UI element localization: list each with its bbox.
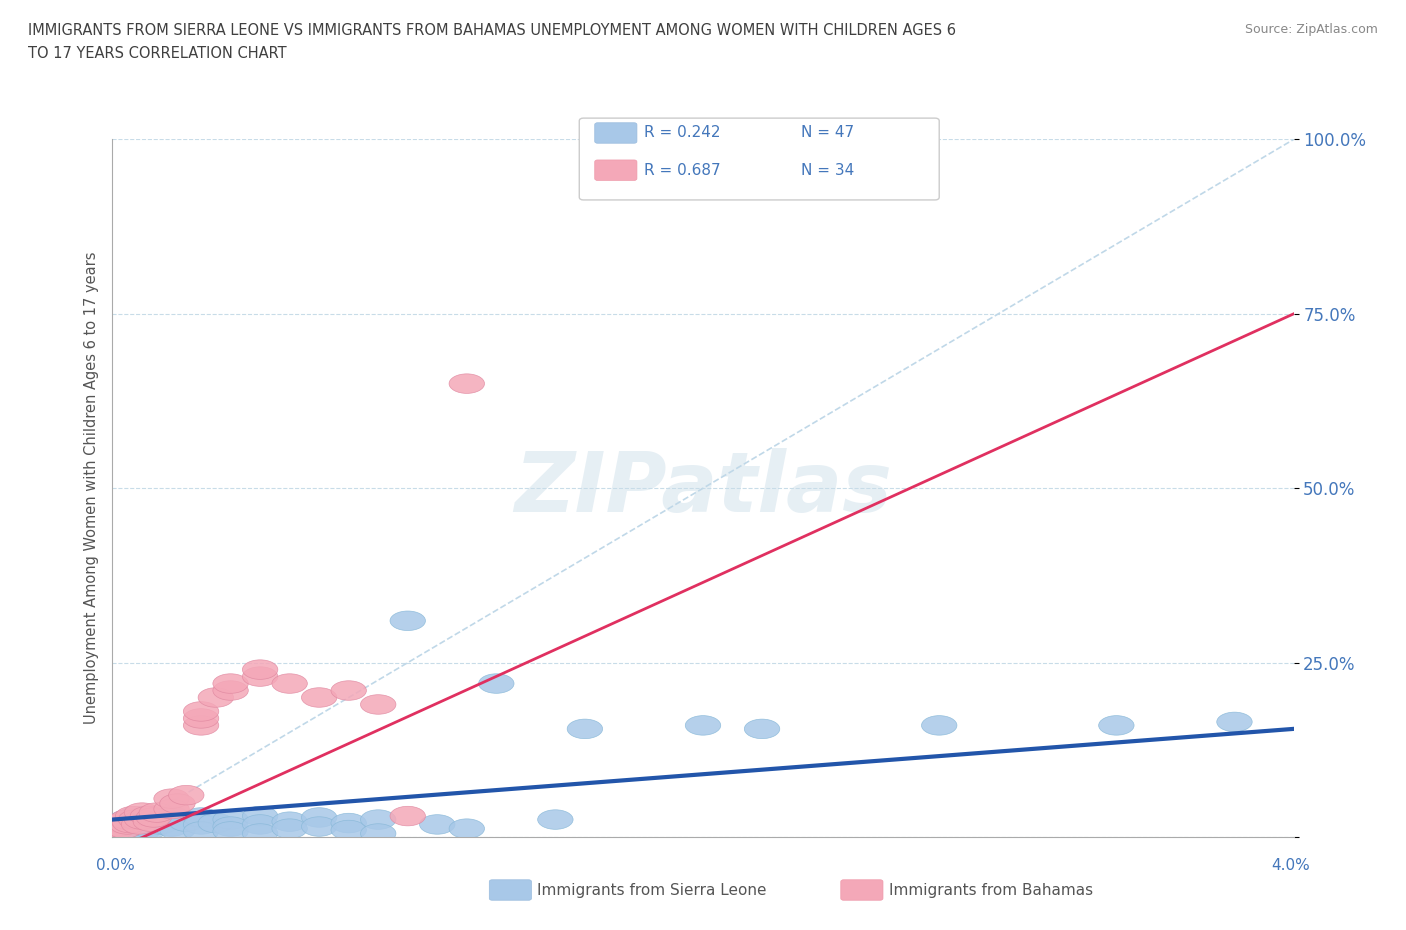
Ellipse shape	[330, 820, 367, 840]
Ellipse shape	[139, 803, 174, 822]
Ellipse shape	[131, 806, 166, 826]
Ellipse shape	[136, 807, 172, 828]
Text: Source: ZipAtlas.com: Source: ZipAtlas.com	[1244, 23, 1378, 36]
Ellipse shape	[744, 719, 780, 738]
Ellipse shape	[478, 673, 515, 694]
Ellipse shape	[242, 667, 278, 686]
Ellipse shape	[153, 800, 190, 819]
Ellipse shape	[183, 807, 219, 828]
Ellipse shape	[139, 810, 174, 830]
Ellipse shape	[124, 810, 160, 830]
Ellipse shape	[183, 815, 219, 834]
Ellipse shape	[124, 803, 160, 822]
Text: 0.0%: 0.0%	[96, 857, 135, 872]
Ellipse shape	[271, 812, 308, 831]
Ellipse shape	[212, 810, 249, 830]
Ellipse shape	[112, 815, 148, 834]
Ellipse shape	[271, 673, 308, 694]
Ellipse shape	[98, 820, 134, 840]
Ellipse shape	[142, 815, 177, 834]
Ellipse shape	[212, 673, 249, 694]
Y-axis label: Unemployment Among Women with Children Ages 6 to 17 years: Unemployment Among Women with Children A…	[83, 252, 98, 724]
Ellipse shape	[242, 815, 278, 834]
Ellipse shape	[271, 819, 308, 839]
Ellipse shape	[101, 817, 136, 836]
Ellipse shape	[110, 810, 145, 830]
Ellipse shape	[124, 822, 160, 842]
Ellipse shape	[160, 793, 195, 813]
Ellipse shape	[160, 820, 195, 840]
Ellipse shape	[360, 810, 396, 830]
Ellipse shape	[921, 716, 957, 735]
Ellipse shape	[118, 806, 153, 826]
Ellipse shape	[212, 817, 249, 836]
Ellipse shape	[183, 701, 219, 722]
Ellipse shape	[449, 374, 485, 393]
Ellipse shape	[360, 695, 396, 714]
Ellipse shape	[153, 806, 190, 826]
Ellipse shape	[198, 687, 233, 707]
Ellipse shape	[389, 806, 426, 826]
Ellipse shape	[121, 812, 157, 831]
Ellipse shape	[1216, 712, 1253, 732]
Ellipse shape	[242, 824, 278, 844]
Ellipse shape	[301, 817, 337, 836]
Ellipse shape	[169, 785, 204, 804]
Ellipse shape	[104, 813, 139, 833]
Ellipse shape	[107, 820, 142, 840]
Ellipse shape	[169, 812, 204, 831]
Ellipse shape	[567, 719, 603, 738]
Ellipse shape	[389, 611, 426, 631]
Ellipse shape	[183, 709, 219, 728]
Ellipse shape	[153, 789, 190, 808]
Ellipse shape	[110, 810, 145, 830]
Ellipse shape	[134, 812, 169, 831]
Ellipse shape	[104, 817, 139, 836]
Ellipse shape	[124, 817, 160, 836]
Ellipse shape	[153, 817, 190, 836]
Ellipse shape	[134, 819, 169, 839]
Text: ZIPatlas: ZIPatlas	[515, 447, 891, 529]
Text: 4.0%: 4.0%	[1271, 857, 1310, 872]
Ellipse shape	[110, 815, 145, 834]
Text: TO 17 YEARS CORRELATION CHART: TO 17 YEARS CORRELATION CHART	[28, 46, 287, 61]
Ellipse shape	[330, 681, 367, 700]
Ellipse shape	[118, 810, 153, 830]
Ellipse shape	[419, 815, 456, 834]
Ellipse shape	[107, 819, 142, 839]
Text: Immigrants from Sierra Leone: Immigrants from Sierra Leone	[537, 883, 766, 897]
Ellipse shape	[537, 810, 574, 830]
Text: N = 34: N = 34	[801, 163, 855, 178]
Ellipse shape	[360, 824, 396, 844]
Text: N = 47: N = 47	[801, 126, 855, 140]
Ellipse shape	[242, 660, 278, 679]
Ellipse shape	[198, 813, 233, 833]
Ellipse shape	[1098, 716, 1135, 735]
Ellipse shape	[301, 807, 337, 828]
Ellipse shape	[131, 813, 166, 833]
Ellipse shape	[183, 822, 219, 842]
Ellipse shape	[101, 813, 136, 833]
Ellipse shape	[330, 813, 367, 833]
Text: R = 0.242: R = 0.242	[644, 126, 720, 140]
Ellipse shape	[212, 822, 249, 842]
Ellipse shape	[212, 681, 249, 700]
Ellipse shape	[115, 819, 150, 839]
Ellipse shape	[112, 813, 148, 833]
Ellipse shape	[685, 716, 721, 735]
Ellipse shape	[449, 819, 485, 839]
Ellipse shape	[121, 815, 157, 834]
Text: R = 0.687: R = 0.687	[644, 163, 720, 178]
Ellipse shape	[115, 806, 150, 826]
Ellipse shape	[183, 716, 219, 735]
Ellipse shape	[301, 687, 337, 707]
Text: Immigrants from Bahamas: Immigrants from Bahamas	[889, 883, 1092, 897]
Text: IMMIGRANTS FROM SIERRA LEONE VS IMMIGRANTS FROM BAHAMAS UNEMPLOYMENT AMONG WOMEN: IMMIGRANTS FROM SIERRA LEONE VS IMMIGRAN…	[28, 23, 956, 38]
Ellipse shape	[242, 806, 278, 826]
